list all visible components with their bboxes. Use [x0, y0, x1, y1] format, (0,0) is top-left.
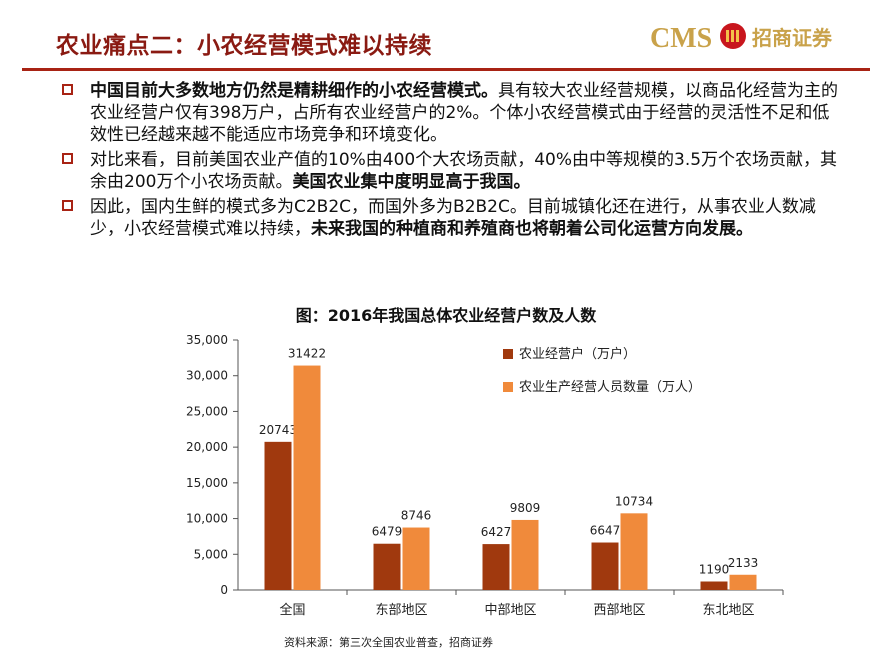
x-tick-label: 东部地区: [375, 603, 427, 618]
data-label: 9809: [510, 501, 541, 515]
bar-chart: 0 5,000 10,000 15,000 20,000 25,000 30,000 35,0…: [186, 333, 784, 618]
x-tick-label: 中部地区: [484, 603, 536, 618]
bar: [482, 544, 510, 590]
bar: [620, 513, 648, 590]
bar: [700, 581, 728, 590]
checkbox-square-icon: [62, 84, 73, 95]
logo-cn-text: 招商证券: [752, 26, 833, 50]
x-tick-label: 西部地区: [593, 603, 645, 618]
header-divider: [22, 68, 870, 71]
y-tick-label: 5,000: [194, 547, 228, 561]
data-label: 1190: [699, 563, 730, 577]
chart-title: 图：2016年我国总体农业经营户数及人数: [295, 306, 597, 325]
legend-label: 农业经营户（万户）: [519, 346, 636, 362]
data-label: 2133: [728, 556, 759, 570]
bullet-text-bold: 中国目前大多数地方仍然是精耕细作的小农经营模式。: [90, 81, 498, 101]
data-label: 6427: [481, 525, 512, 539]
y-tick-label: 15,000: [186, 476, 228, 490]
legend-label: 农业生产经营人员数量（万人）: [519, 380, 701, 395]
bar: [264, 441, 292, 590]
bullet-item: 对比来看，目前美国农业产值的10%由400个大农场贡献，40%由中等规模的3.5…: [56, 149, 846, 193]
bar: [591, 542, 619, 590]
checkbox-square-icon: [62, 153, 73, 164]
y-tick-label: 0: [220, 583, 228, 597]
checkbox-square-icon: [62, 200, 73, 211]
data-label: 10734: [615, 494, 653, 508]
bar: [373, 543, 401, 590]
bar: [511, 519, 539, 590]
bullet-list: 中国目前大多数地方仍然是精耕细作的小农经营模式。具有较大农业经营规模，以商品化经…: [56, 80, 846, 243]
y-tick-label: 25,000: [186, 404, 228, 418]
company-logo: CMS 招商证券: [650, 23, 833, 54]
bullet-text: 对比来看，目前美国农业产值的10%由400个大农场贡献，40%由中等规模的3.5…: [90, 150, 838, 192]
logo-text: CMS: [650, 23, 712, 54]
page-title: 农业痛点二：小农经营模式难以持续: [56, 33, 432, 59]
y-tick-label: 30,000: [186, 369, 228, 383]
data-label: 31422: [288, 347, 326, 361]
bullet-text: 因此，国内生鲜的模式多为C2B2C，而国外多为B2B2C。目前城镇化还在进行，从…: [90, 197, 816, 239]
bullet-item: 中国目前大多数地方仍然是精耕细作的小农经营模式。具有较大农业经营规模，以商品化经…: [56, 80, 846, 146]
x-tick-label: 全国: [279, 602, 305, 618]
data-label: 6479: [372, 525, 403, 539]
source-note: 资料来源：第三次全国农业普查，招商证券: [284, 636, 493, 649]
bullet-text-bold: 未来我国的种植商和养殖商也将朝着公司化运营方向发展。: [311, 219, 753, 239]
bullet-text: 具有较大农业经营规模，以商品化经营为主的农业经营户仅有398万户，占所有农业经营…: [90, 81, 838, 145]
legend-swatch: [503, 382, 513, 392]
y-tick-label: 10,000: [186, 512, 228, 526]
bullet-item: 因此，国内生鲜的模式多为C2B2C，而国外多为B2B2C。目前城镇化还在进行，从…: [56, 196, 846, 240]
data-label: 6647: [590, 524, 621, 538]
bar: [293, 365, 321, 590]
bullet-text-bold: 美国农业集中度明显高于我国。: [292, 172, 531, 192]
y-tick-label: 20,000: [186, 440, 228, 454]
x-tick-label: 东北地区: [702, 603, 754, 618]
bar: [729, 574, 757, 590]
bar: [402, 527, 430, 590]
data-label: 20743: [259, 423, 297, 437]
y-tick-label: 35,000: [186, 333, 228, 347]
legend-swatch: [503, 349, 513, 359]
data-label: 8746: [401, 509, 432, 523]
